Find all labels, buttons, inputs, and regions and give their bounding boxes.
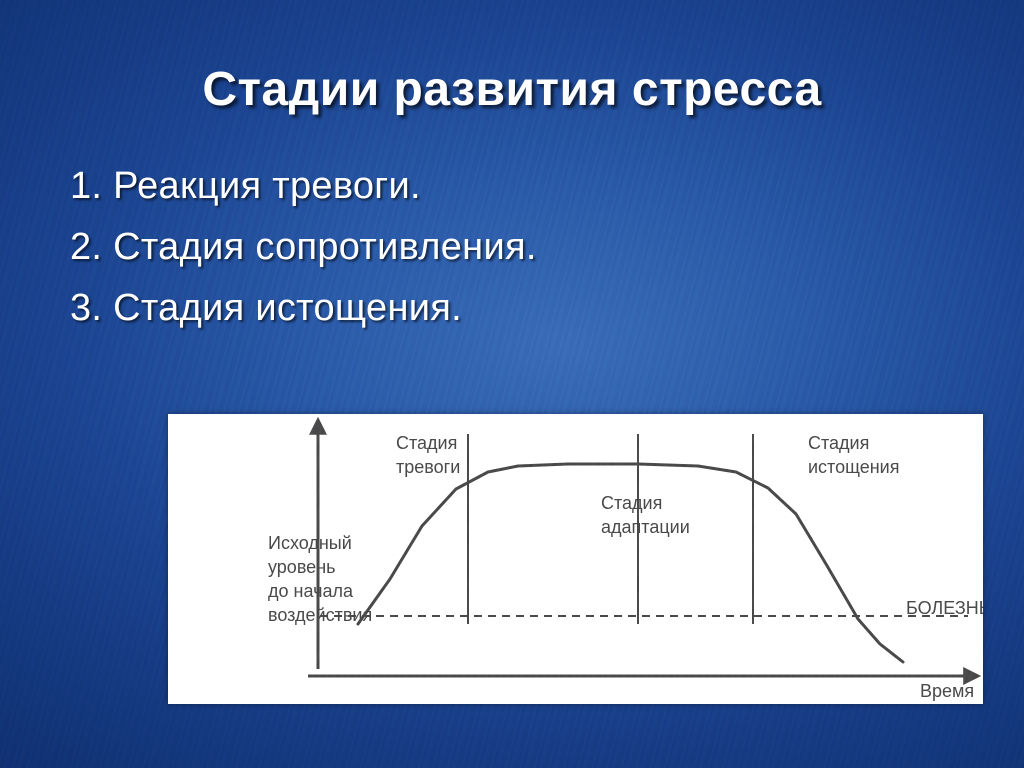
svg-text:Стадия: Стадия [808, 433, 869, 453]
svg-text:БОЛЕЗНЬ: БОЛЕЗНЬ [906, 598, 983, 618]
svg-text:Стадия: Стадия [396, 433, 457, 453]
svg-text:истощения: истощения [808, 457, 899, 477]
svg-text:Исходный: Исходный [268, 533, 352, 553]
slide: Стадии развития стресса 1. Реакция трево… [0, 0, 1024, 768]
stress-stages-chart: Исходный уровень до начала воздействия Стади… [168, 414, 983, 704]
bullet-list: 1. Реакция тревоги. 2. Стадия сопротивле… [0, 165, 1024, 330]
slide-title: Стадии развития стресса [0, 62, 1024, 117]
svg-text:адаптации: адаптации [601, 517, 690, 537]
svg-text:до начала: до начала [268, 581, 354, 601]
bullet-2: 2. Стадия сопротивления. [70, 226, 1024, 269]
svg-text:Время: Время [920, 681, 974, 701]
bullet-1: 1. Реакция тревоги. [70, 165, 1024, 208]
chart-svg: Исходный уровень до начала воздействия Стади… [168, 414, 983, 704]
bullet-3: 3. Стадия истощения. [70, 287, 1024, 330]
svg-text:тревоги: тревоги [396, 457, 460, 477]
svg-text:Стадия: Стадия [601, 493, 662, 513]
svg-text:уровень: уровень [268, 557, 336, 577]
svg-text:воздействия: воздействия [268, 605, 372, 625]
